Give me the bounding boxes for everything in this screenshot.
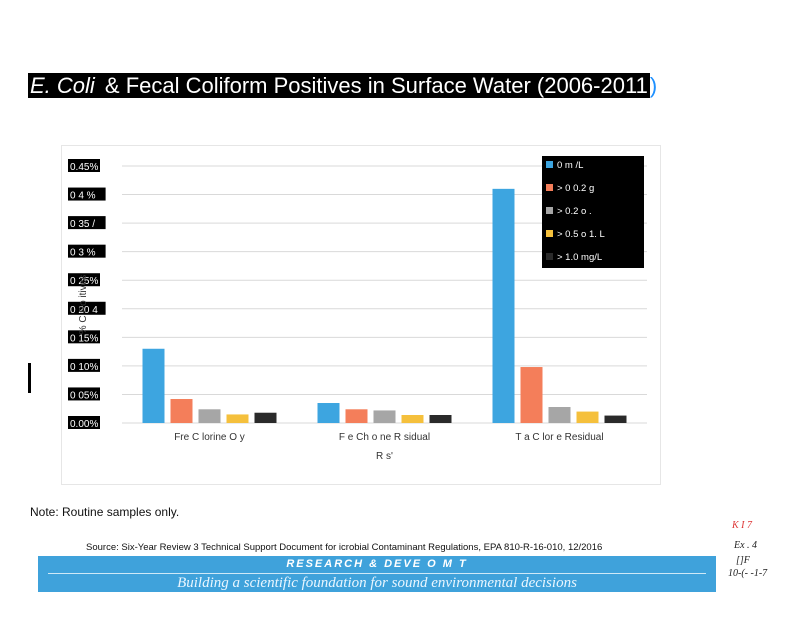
- banner: RESEARCH & DEVE O M T Building a scienti…: [38, 556, 716, 592]
- ytick-redaction: [68, 416, 100, 429]
- legend-swatch: [546, 253, 553, 260]
- bar: [520, 367, 543, 423]
- source-text: Source: Six-Year Review 3 Technical Supp…: [86, 542, 603, 553]
- ytick-label: 0 15%: [70, 333, 98, 344]
- category-label: T a C lor e Residual: [515, 432, 603, 443]
- legend-swatch: [546, 230, 553, 237]
- banner-divider: [48, 573, 706, 574]
- bar-chart: 0.00%0 05%0 10%0 15%0 20 40 25%0 3 %0 35…: [68, 156, 647, 462]
- legend-swatch: [546, 184, 553, 191]
- bar: [548, 407, 571, 423]
- bar: [576, 411, 599, 423]
- ytick-redaction: [68, 387, 100, 401]
- handwritten-annotation: K I 7 Ex . 4 []F 10-(- -1-7: [726, 520, 790, 584]
- ytick-redaction: [68, 273, 100, 287]
- ytick-label: 0.45%: [70, 162, 98, 173]
- legend-label: > 1.0 mg/L: [557, 252, 602, 263]
- legend-label: 0 m /L: [557, 160, 583, 171]
- banner-heading: RESEARCH & DEVE O M T: [286, 558, 468, 570]
- title-main: & Fecal Coliform Positives in Surface Wa…: [96, 73, 650, 98]
- bar: [254, 412, 277, 423]
- page-title: E. Coli & Fecal Coliform Positives in Su…: [28, 72, 657, 100]
- redaction-mark: [28, 363, 31, 393]
- ytick-label: 0.00%: [70, 419, 98, 430]
- bar: [317, 403, 340, 423]
- category-label: Fre C lorine O y: [174, 432, 245, 443]
- ytick-redaction: [68, 358, 100, 372]
- ytick-redaction: [68, 216, 106, 230]
- bar: [345, 409, 368, 423]
- legend-swatch: [546, 161, 553, 168]
- title-ecoli: E. Coli: [28, 73, 97, 98]
- ytick-redaction: [68, 187, 106, 201]
- bar: [170, 399, 193, 423]
- legend-label: > 0.5 o 1. L: [557, 229, 605, 240]
- bar: [604, 415, 627, 423]
- ytick-redaction: [68, 330, 100, 344]
- legend-label: > 0.2 o .: [557, 206, 592, 217]
- ytick-label: 0 10%: [70, 362, 98, 373]
- ytick-label: 0 4 %: [70, 191, 96, 202]
- handwritten-line: Ex . 4: [734, 540, 758, 551]
- banner-tagline: Building a scientific foundation for sou…: [177, 575, 577, 591]
- legend-label: > 0 0.2 g: [557, 183, 594, 194]
- ytick-label: 0 3 %: [70, 248, 96, 259]
- handwritten-line: K I 7: [732, 520, 752, 531]
- ytick-label: 0 35 /: [70, 219, 95, 230]
- bar: [142, 348, 165, 423]
- legend-panel: [542, 156, 644, 268]
- ytick-label: 0 25%: [70, 276, 98, 287]
- note-text: Note: Routine samples only.: [30, 505, 180, 519]
- title-paren: ): [649, 73, 658, 98]
- legend-swatch: [546, 207, 553, 214]
- bar: [373, 410, 396, 423]
- handwritten-line: []F: [736, 555, 750, 566]
- bar: [401, 415, 424, 423]
- y-axis-label: % C Po itives: [78, 275, 89, 334]
- ytick-label: 0 05%: [70, 390, 98, 401]
- bar: [198, 409, 221, 423]
- ytick-redaction: [68, 301, 106, 315]
- bar: [226, 414, 249, 423]
- handwritten-line: 10-(- -1-7: [728, 568, 768, 579]
- bar: [492, 188, 515, 423]
- ytick-redaction: [68, 244, 106, 258]
- ytick-redaction: [68, 159, 100, 172]
- bar: [429, 415, 452, 423]
- ytick-label: 0 20 4: [70, 305, 98, 316]
- category-label: F e Ch o ne R sidual: [339, 432, 430, 443]
- x-axis-label: R s': [376, 451, 393, 462]
